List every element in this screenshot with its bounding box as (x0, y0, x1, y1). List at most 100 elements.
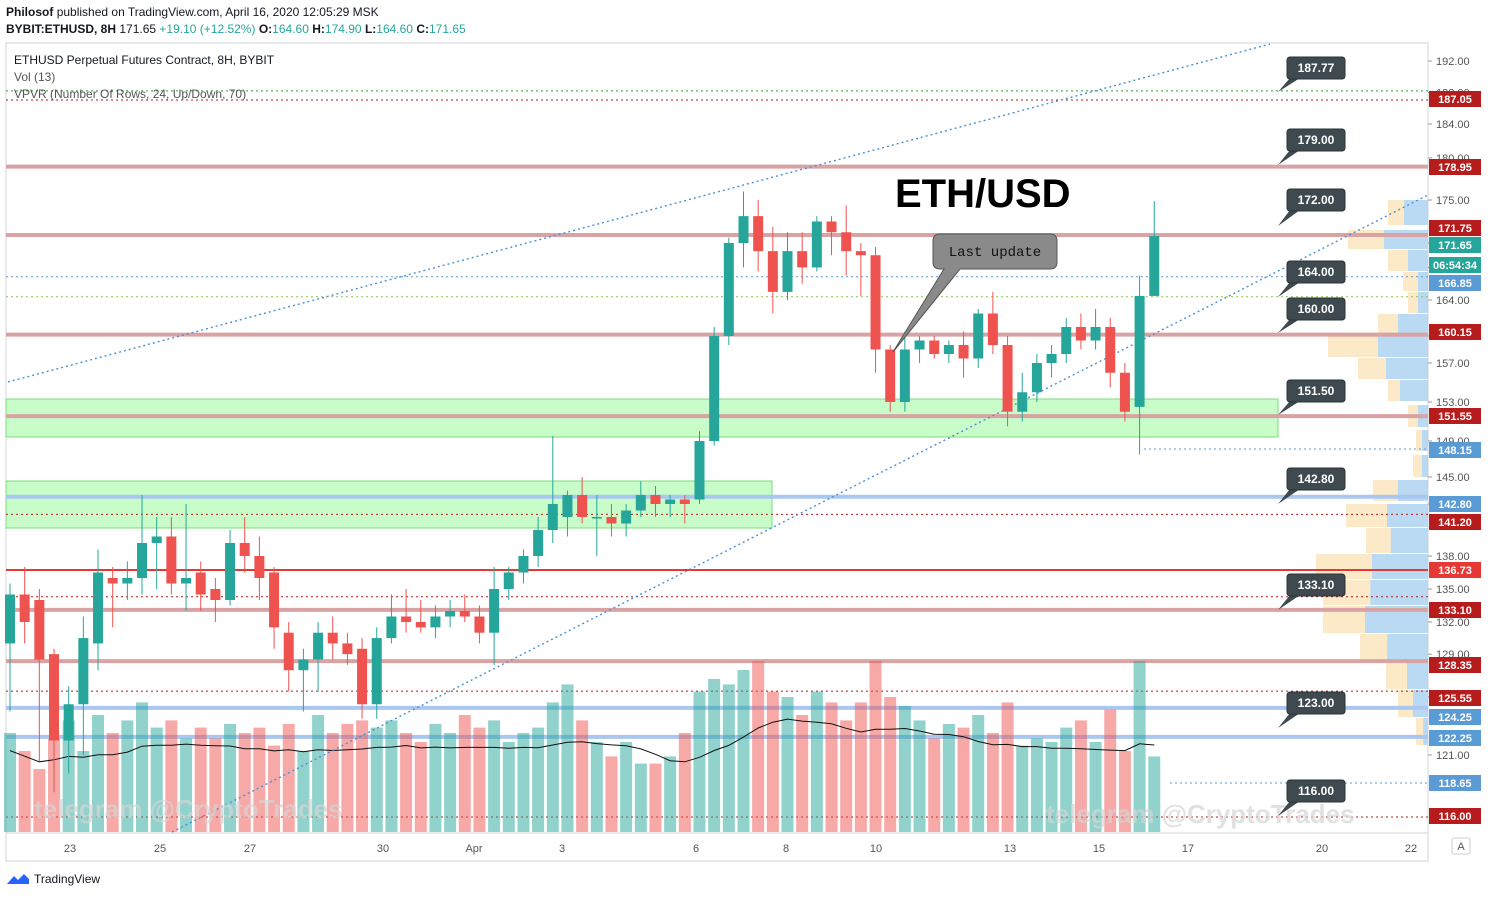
low-label: L: (364, 22, 377, 36)
candle-body-32 (474, 616, 485, 633)
price-badge-label-8: 148.15 (1438, 445, 1472, 457)
volume-bar-5 (77, 751, 90, 832)
vpvr-row-down-4 (1418, 292, 1428, 313)
candle-body-64 (943, 345, 954, 354)
callout-box-6 (1286, 467, 1346, 491)
y-tick-label-2: 184.00 (1436, 119, 1470, 131)
volume-bar-56 (825, 702, 838, 832)
candle-body-30 (445, 611, 456, 617)
callout-pointer-2 (1278, 210, 1300, 226)
volume-bar-35 (517, 733, 530, 832)
price-badge-6 (1429, 324, 1481, 340)
price-badge-label-12: 133.10 (1438, 605, 1472, 617)
volume-bar-65 (957, 727, 970, 832)
x-tick-label-1: 25 (154, 843, 166, 855)
candle-body-59 (870, 255, 881, 350)
candle-body-27 (401, 616, 412, 622)
volume-bar-63 (928, 738, 941, 832)
callout-label-2: 172.00 (1298, 193, 1335, 207)
price-badge-label-2: 171.75 (1438, 223, 1472, 235)
candle-body-20 (298, 659, 309, 671)
callout-label-7: 133.10 (1298, 578, 1335, 592)
price-badge-label-17: 118.65 (1438, 778, 1471, 790)
candle-body-40 (591, 517, 602, 519)
volume-bar-28 (414, 742, 427, 832)
volume-bar-53 (781, 697, 794, 832)
volume-bar-26 (385, 720, 398, 832)
price-badge-label-3: 171.65 (1438, 240, 1472, 252)
price-badge-10 (1429, 514, 1481, 530)
price-badge-17 (1429, 775, 1481, 791)
x-tick-label-3: 30 (377, 843, 389, 855)
vpvr-row-up-4 (1408, 292, 1418, 313)
callout-pointer-9 (1278, 801, 1300, 816)
low-value: 164.60 (376, 22, 413, 36)
volume-bar-70 (1030, 738, 1043, 832)
volume-bar-8 (121, 720, 134, 832)
vpvr-row-down-14 (1390, 528, 1428, 553)
candle-body-48 (709, 336, 720, 441)
volume-bar-9 (136, 702, 149, 832)
high-value: 174.90 (324, 22, 362, 36)
volume-bar-22 (326, 733, 339, 832)
author-name[interactable]: Philosof (6, 5, 54, 19)
publish-info: Philosof published on TradingView.com, A… (6, 5, 379, 19)
candle-body-0 (5, 594, 15, 644)
vpvr-row-up-10 (1416, 430, 1422, 451)
callout-box-5 (1286, 379, 1346, 403)
vpvr-row-up-0 (1388, 200, 1404, 225)
legend-volume[interactable]: Vol (13) (14, 70, 55, 84)
candle-body-41 (606, 517, 617, 524)
level-callouts: 187.77 179.00 172.00 164.00 160.00 151.50 142.… (1278, 56, 1346, 816)
volume-bar-41 (605, 756, 618, 832)
candle-body-6 (93, 572, 104, 644)
candle-body-61 (899, 349, 910, 402)
candles (5, 191, 1160, 793)
vpvr-row-down-11 (1422, 455, 1428, 477)
candle-body-78 (1149, 236, 1160, 296)
brand-name[interactable]: TradingView (34, 872, 101, 886)
volume-bar-15 (224, 724, 237, 832)
price-badge-13 (1429, 657, 1481, 673)
price-badge-0 (1429, 91, 1481, 107)
callout-pointer-3 (1278, 282, 1300, 297)
candle-body-57 (841, 232, 852, 252)
x-tick-label-8: 10 (870, 843, 882, 855)
price-badge-label-16: 122.25 (1438, 733, 1472, 745)
callout-pointer-5 (1278, 401, 1300, 415)
volume-bar-36 (532, 727, 545, 832)
volume-bar-44 (649, 763, 662, 832)
candle-body-31 (459, 611, 470, 617)
legend-title[interactable]: ETHUSD Perpetual Futures Contract, 8H, B… (14, 53, 275, 67)
volume-bar-48 (708, 679, 721, 832)
candle-body-8 (122, 578, 133, 584)
symbol-label[interactable]: BYBIT:ETHUSD, 8H (6, 22, 117, 36)
volume-bar-0 (4, 733, 16, 832)
last-update-text: Last update (949, 245, 1041, 261)
x-tick-label-12: 20 (1316, 843, 1328, 855)
vpvr-row-down-1 (1384, 230, 1428, 249)
callout-label-3: 164.00 (1298, 265, 1335, 279)
watermark-left: telegram @CryptoTrades (34, 794, 343, 824)
legend-vpvr[interactable]: VPVR (Number Of Rows, 24, Up/Down, 70) (14, 87, 246, 101)
auto-scale-button[interactable] (1451, 837, 1471, 855)
price-badge-7 (1429, 408, 1481, 424)
callout-label-1: 179.00 (1298, 133, 1335, 147)
volume-bar-50 (737, 670, 750, 832)
price-badge-label-18: 116.00 (1438, 811, 1471, 823)
volume-bar-68 (1001, 702, 1014, 832)
vpvr-row-up-13 (1346, 504, 1387, 527)
volume-bar-29 (429, 724, 442, 832)
candle-body-34 (503, 572, 514, 589)
price-badge-label-4: 06:54:34 (1433, 260, 1478, 272)
price-badge-label-9: 142.80 (1438, 499, 1472, 511)
callout-pointer-0 (1278, 78, 1300, 92)
last-update-callout (892, 233, 1058, 353)
vpvr-row-down-21 (1423, 718, 1428, 745)
tradingview-logo-icon (7, 874, 29, 884)
price-badge-label-10: 141.20 (1438, 517, 1472, 529)
volume-bar-37 (546, 702, 559, 832)
candle-body-19 (283, 632, 294, 671)
vpvr-row-up-5 (1378, 314, 1398, 335)
